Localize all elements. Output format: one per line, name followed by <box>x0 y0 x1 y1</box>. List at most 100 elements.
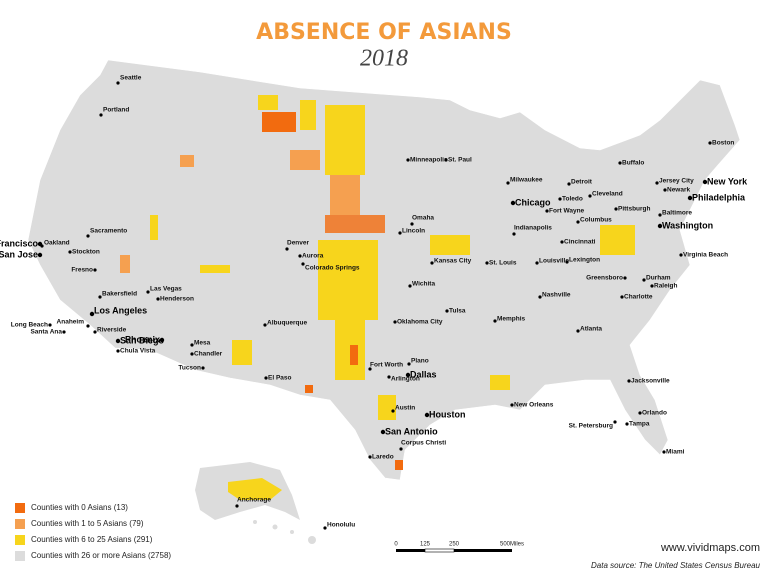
city-label: Plano <box>411 358 429 365</box>
city-dot <box>638 411 642 415</box>
city-dot <box>430 261 434 265</box>
city-dot <box>368 455 372 459</box>
city-dot <box>650 284 654 288</box>
city-dot <box>623 276 627 280</box>
city-label: Seattle <box>120 75 142 82</box>
city-label: Columbus <box>580 217 612 224</box>
city-label: Portland <box>103 107 129 114</box>
city-dot <box>627 379 631 383</box>
city-dot <box>424 412 430 418</box>
city-dot <box>86 234 90 238</box>
city-label: Denver <box>287 240 310 247</box>
city-dot <box>159 337 165 343</box>
city-label: Chicago <box>515 197 551 207</box>
city-label: Arlington <box>391 376 420 383</box>
city-dot <box>687 195 693 201</box>
city-dot <box>380 429 386 435</box>
city-dot <box>399 447 403 451</box>
city-label: Philadelphia <box>692 192 746 202</box>
city-label: Newark <box>667 187 691 194</box>
city-label: St. Paul <box>448 157 472 164</box>
city-label: San Jose <box>0 249 38 259</box>
city-dot <box>567 182 571 186</box>
city-label: Atlanta <box>580 326 602 333</box>
city-label: Omaha <box>412 215 434 222</box>
city-label: Washington <box>662 220 713 230</box>
city-dot <box>406 158 410 162</box>
city-label: Sacramento <box>90 228 127 235</box>
city-label: Albuquerque <box>267 320 307 327</box>
city-label: Tucson <box>178 365 201 372</box>
scale-label: 250 <box>449 542 460 548</box>
legend: Counties with 0 Asians (13) Counties with… <box>15 503 171 561</box>
legend-label: Counties with 0 Asians (13) <box>31 503 128 512</box>
city-label: Jersey City <box>659 178 694 185</box>
city-label: Anchorage <box>237 497 271 504</box>
city-dot <box>576 329 580 333</box>
city-label: Fort Worth <box>370 362 403 369</box>
city-label: Santa Ana <box>30 329 62 336</box>
city-dot <box>658 213 662 217</box>
city-dot <box>657 223 663 229</box>
city-dot <box>201 366 205 370</box>
city-dot <box>445 309 449 313</box>
city-dot <box>444 158 448 162</box>
city-dot <box>576 220 580 224</box>
scale-label: 500Miles <box>500 542 524 548</box>
city-label: Boston <box>712 140 734 147</box>
city-dot <box>565 260 569 264</box>
city-label: Phoenix <box>125 334 160 344</box>
city-dot <box>93 268 97 272</box>
legend-label: Counties with 26 or more Asians (2758) <box>31 551 171 560</box>
city-dot <box>156 297 160 301</box>
city-label: Cincinnati <box>564 239 596 246</box>
city-dot <box>89 311 95 317</box>
city-label: Lexington <box>569 257 600 264</box>
city-dot <box>48 323 52 327</box>
city-dot <box>391 409 395 413</box>
city-dot <box>298 254 302 258</box>
city-label: Corpus Christi <box>401 440 446 447</box>
city-dot <box>98 295 102 299</box>
city-label: Louisville <box>539 258 569 265</box>
city-label: Milwaukee <box>510 177 543 184</box>
city-dot <box>614 207 618 211</box>
city-dot <box>625 422 629 426</box>
city-dot <box>301 262 305 266</box>
city-label: Honolulu <box>327 522 355 529</box>
city-dot <box>613 420 617 424</box>
city-label: Lincoln <box>402 228 425 235</box>
city-label: Riverside <box>97 327 127 334</box>
city-dot <box>116 349 120 353</box>
county-highlights <box>120 95 635 470</box>
city-label: Oakland <box>44 240 70 247</box>
city-dot <box>387 375 391 379</box>
city-label: Virginia Beach <box>683 252 728 259</box>
city-label: Las Vegas <box>150 286 182 293</box>
scale-label: 125 <box>420 542 431 548</box>
legend-swatch <box>15 551 25 561</box>
city-dot <box>37 252 43 258</box>
city-label: Chula Vista <box>120 348 156 355</box>
city-dot <box>146 290 150 294</box>
city-dot <box>662 450 666 454</box>
city-dot <box>323 526 327 530</box>
city-label: Chandler <box>194 351 223 358</box>
city-label: Laredo <box>372 454 394 461</box>
city-label: Pittsburgh <box>618 206 651 213</box>
city-dot <box>655 181 659 185</box>
city-dot <box>642 278 646 282</box>
city-dot <box>408 284 412 288</box>
website: www.vividmaps.com <box>660 542 760 554</box>
city-dot <box>86 324 90 328</box>
city-label: San Diego <box>120 335 165 345</box>
city-dot <box>410 222 414 226</box>
city-dot <box>99 113 103 117</box>
city-dot <box>679 253 683 257</box>
city-dot <box>620 295 624 299</box>
city-dot <box>558 197 562 201</box>
city-label: St. Petersburg <box>569 423 613 430</box>
city-label: Nashville <box>542 292 571 299</box>
city-dot <box>235 504 239 508</box>
